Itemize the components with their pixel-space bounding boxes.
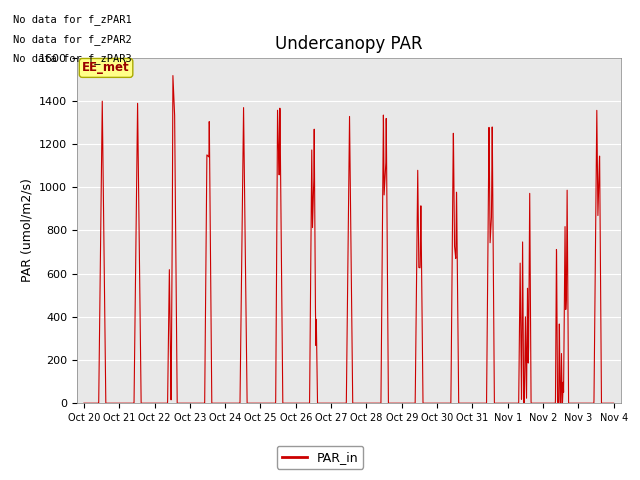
Text: No data for f_zPAR2: No data for f_zPAR2 (13, 34, 132, 45)
Text: No data for f_zPAR1: No data for f_zPAR1 (13, 14, 132, 25)
Y-axis label: PAR (umol/m2/s): PAR (umol/m2/s) (20, 179, 33, 282)
Title: Undercanopy PAR: Undercanopy PAR (275, 35, 422, 53)
Legend: PAR_in: PAR_in (276, 446, 364, 469)
Text: EE_met: EE_met (82, 61, 130, 74)
Text: No data for f_zPAR3: No data for f_zPAR3 (13, 53, 132, 64)
